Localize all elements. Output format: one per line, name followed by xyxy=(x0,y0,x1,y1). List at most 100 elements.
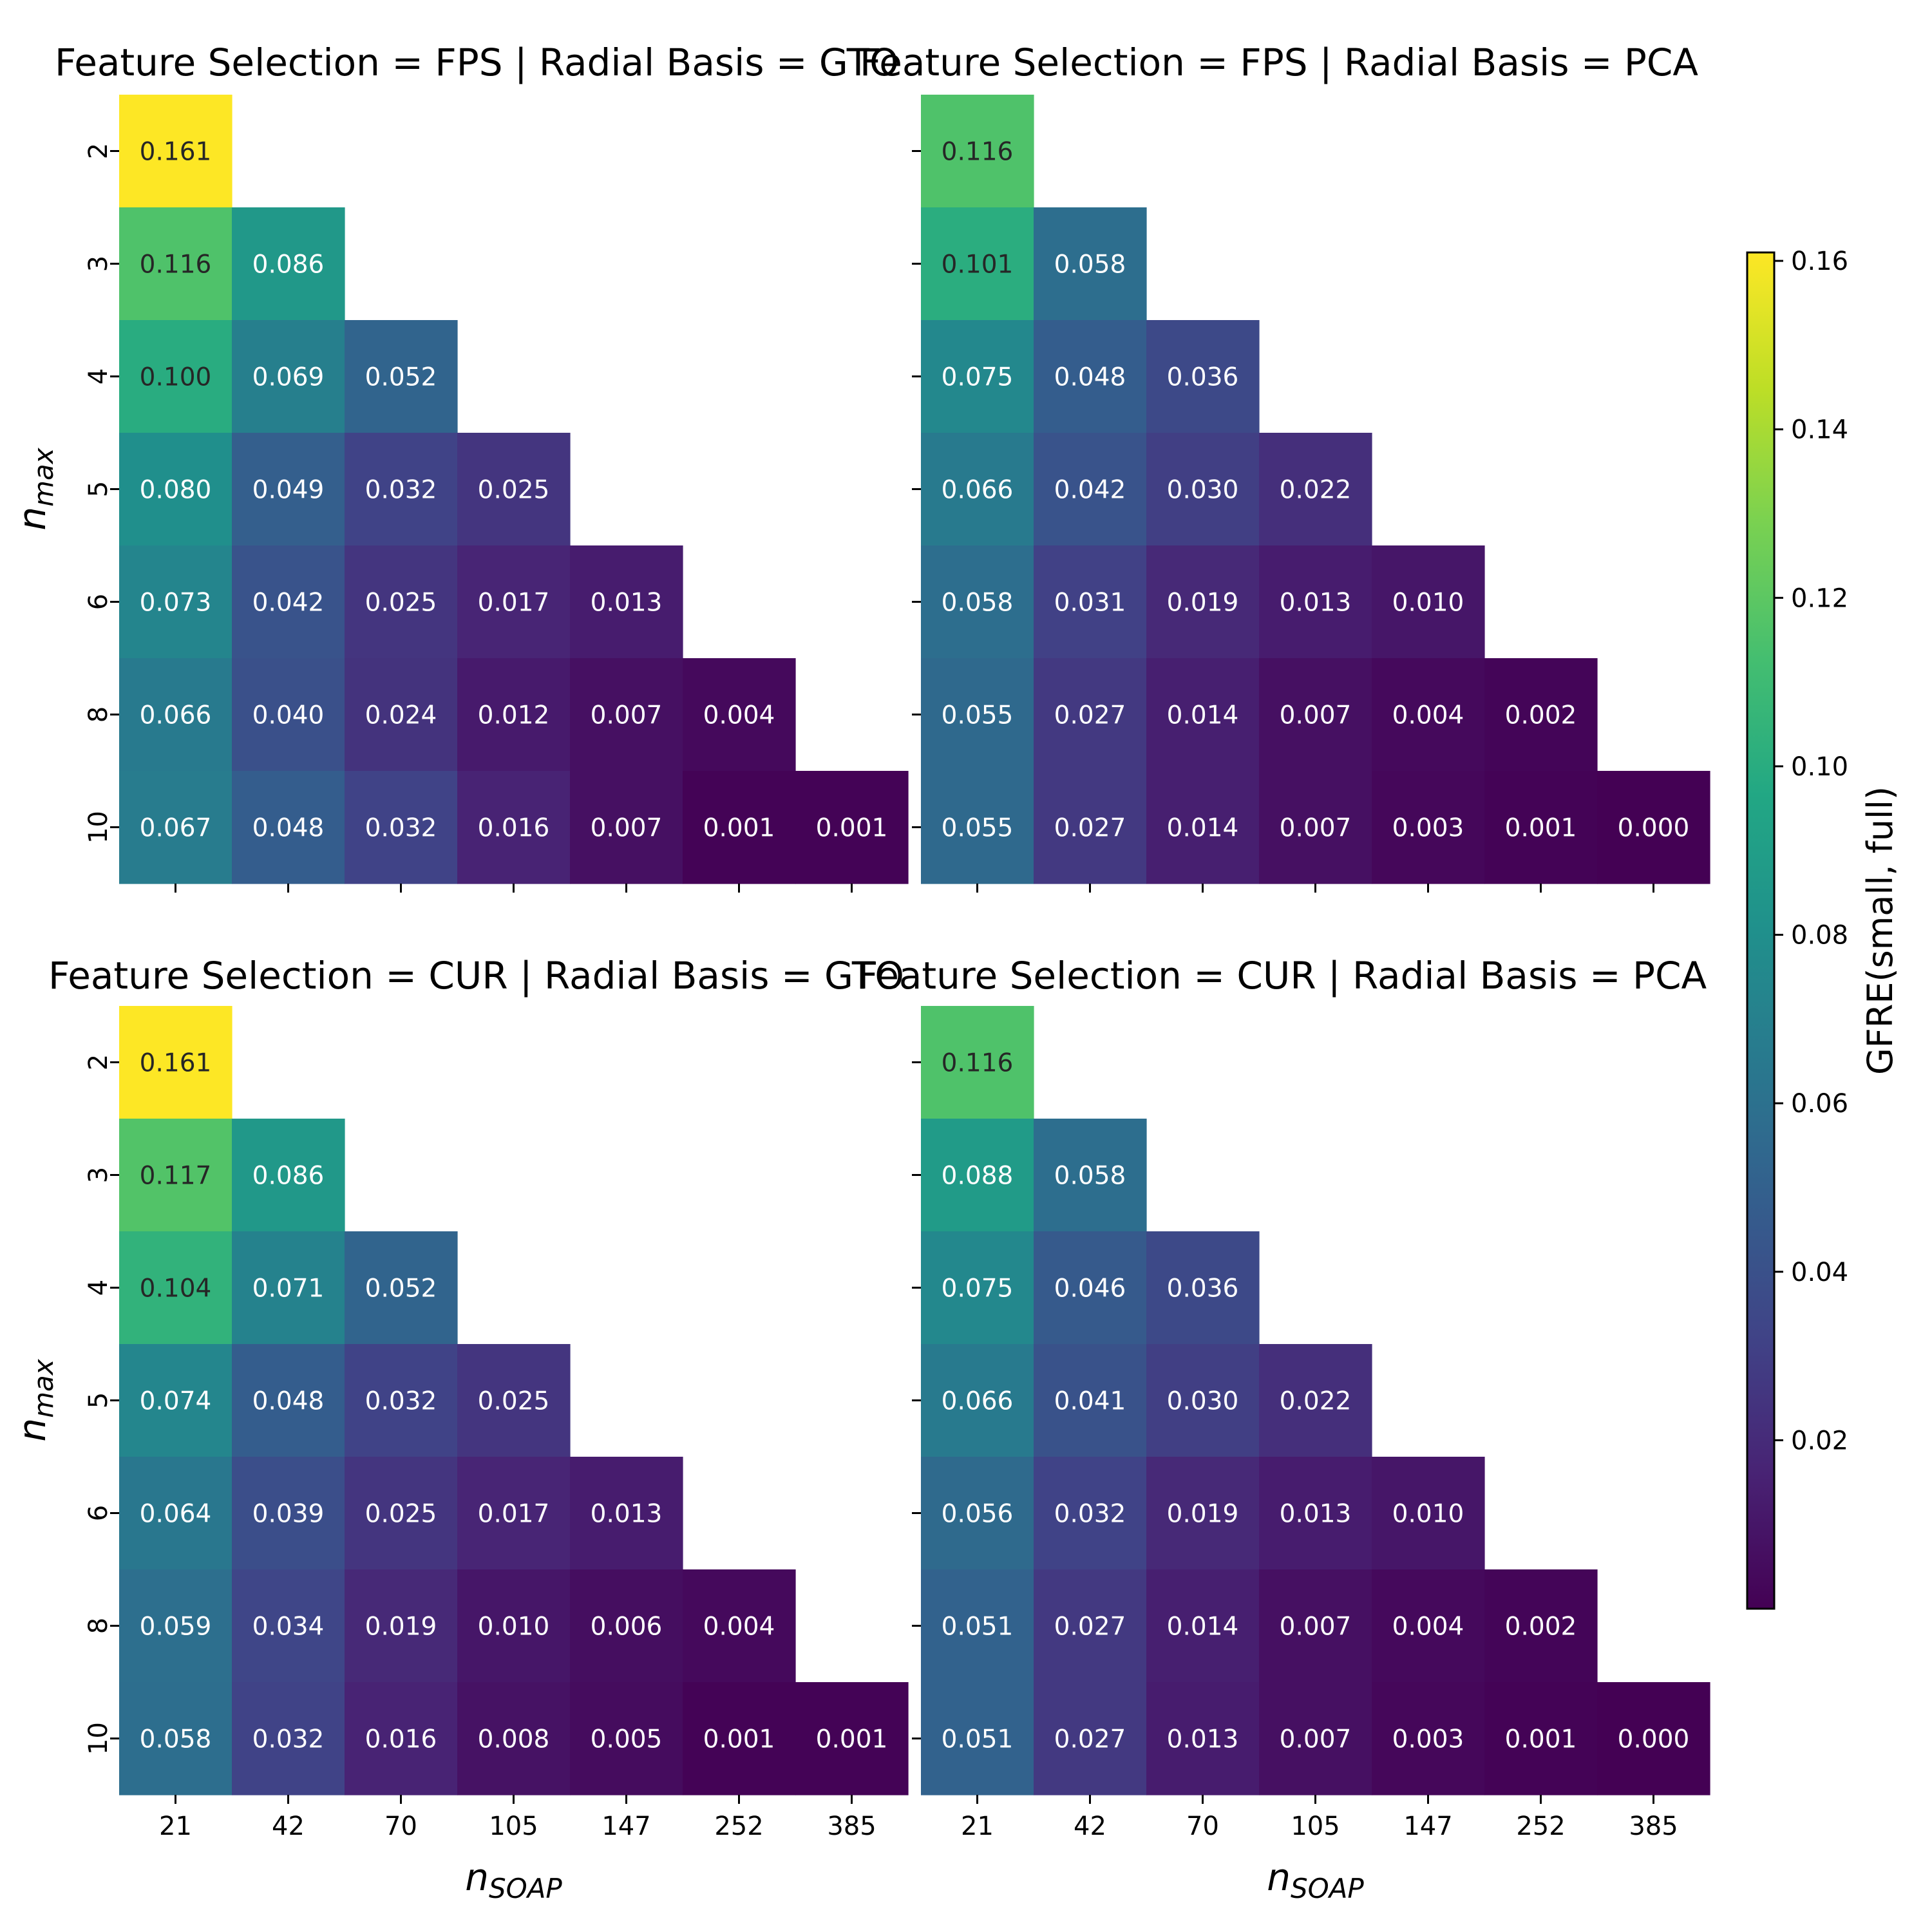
cell-value-label: 0.025 xyxy=(365,1500,437,1529)
heatmap-cell xyxy=(457,658,571,772)
heatmap-cell xyxy=(1146,1457,1260,1570)
heatmap-cell xyxy=(1034,1682,1147,1795)
heatmap-cell xyxy=(1597,771,1710,884)
colorbar: 0.02 0.04 0.06 0.08 0.10 0.12 0.14 0.16 GFRE(sma… xyxy=(1746,247,1900,1610)
cell-value-label: 0.086 xyxy=(252,1162,325,1191)
cell-value-label: 0.055 xyxy=(942,814,1014,843)
cell-value-label: 0.048 xyxy=(252,814,325,843)
colorbar-tick-label: 0.04 xyxy=(1791,1258,1848,1287)
heatmap-cell xyxy=(232,320,345,433)
cell-value-label: 0.007 xyxy=(1280,1725,1352,1754)
colorbar-gradient xyxy=(1746,251,1776,1610)
cell-value-label: 0.000 xyxy=(1618,1725,1690,1754)
heatmap-cell xyxy=(457,1569,571,1683)
cell-value-label: 0.086 xyxy=(252,251,325,279)
cell-value-label: 0.002 xyxy=(1505,701,1577,730)
heatmap-cell xyxy=(1372,545,1485,659)
cell-value-label: 0.031 xyxy=(1054,589,1126,618)
cell-value-label: 0.058 xyxy=(942,589,1014,618)
x-tick-label: 147 xyxy=(1403,1812,1452,1841)
cell-value-label: 0.013 xyxy=(591,589,663,618)
cell-value-label: 0.161 xyxy=(140,1049,212,1078)
cell-value-label: 0.022 xyxy=(1280,1387,1352,1416)
heatmap-panel-3: Feature Selection = CUR | Radial Basis =… xyxy=(10,954,909,1904)
y-tick-label: 4 xyxy=(84,368,113,384)
y-tick-label: 2 xyxy=(84,1054,113,1070)
cell-value-label: 0.051 xyxy=(942,1725,1014,1754)
heatmap-cell xyxy=(570,1569,683,1683)
cell-value-label: 0.025 xyxy=(478,476,550,505)
cell-value-label: 0.041 xyxy=(1054,1387,1126,1416)
heatmap-cell xyxy=(232,433,345,546)
colorbar-tick-label: 0.16 xyxy=(1791,247,1848,276)
heatmap-cell xyxy=(1484,1682,1598,1795)
x-tick-label: 252 xyxy=(714,1812,763,1841)
cell-value-label: 0.066 xyxy=(942,476,1014,505)
heatmap-cell xyxy=(570,771,683,884)
cell-value-label: 0.010 xyxy=(1392,1500,1464,1529)
heatmap-cell xyxy=(1259,433,1372,546)
colorbar-tick-label: 0.14 xyxy=(1791,415,1848,445)
cell-value-label: 0.012 xyxy=(478,701,550,730)
panel-title: Feature Selection = FPS | Radial Basis =… xyxy=(55,41,899,84)
cell-value-label: 0.030 xyxy=(1167,1387,1239,1416)
heatmap-cell xyxy=(119,1682,232,1795)
cell-value-label: 0.019 xyxy=(1167,589,1239,618)
heatmap-cell xyxy=(232,1457,345,1570)
cell-value-label: 0.001 xyxy=(1505,814,1577,843)
cell-value-label: 0.036 xyxy=(1167,363,1239,392)
y-axis-label: nmax xyxy=(10,1358,59,1441)
cell-value-label: 0.014 xyxy=(1167,814,1239,843)
cell-value-label: 0.027 xyxy=(1054,1725,1126,1754)
heatmap-cell xyxy=(119,545,232,659)
cell-value-label: 0.100 xyxy=(140,363,212,392)
heatmap-cell xyxy=(921,1682,1034,1795)
heatmap-cell xyxy=(119,1569,232,1683)
cell-value-label: 0.034 xyxy=(252,1613,325,1642)
heatmap-cell xyxy=(457,1344,571,1457)
heatmap-cell xyxy=(921,433,1034,546)
heatmap-cell xyxy=(232,1344,345,1457)
cell-value-label: 0.004 xyxy=(703,1613,775,1642)
y-tick-label: 3 xyxy=(84,1167,113,1183)
heatmap-cell xyxy=(683,658,796,772)
cell-value-label: 0.003 xyxy=(1392,814,1464,843)
cell-value-label: 0.055 xyxy=(942,701,1014,730)
x-tick-label: 105 xyxy=(489,1812,538,1841)
heatmap-cell xyxy=(1259,1569,1372,1683)
heatmap-cell xyxy=(1259,1344,1372,1457)
heatmap-cell xyxy=(1034,1457,1147,1570)
y-tick-label: 8 xyxy=(84,706,113,723)
cell-value-label: 0.025 xyxy=(365,589,437,618)
cell-value-label: 0.016 xyxy=(365,1725,437,1754)
heatmap-cell xyxy=(119,1457,232,1570)
heatmap-cell xyxy=(921,1119,1034,1232)
heatmap-cell xyxy=(921,1569,1034,1683)
x-tick-label: 70 xyxy=(1186,1812,1219,1841)
heatmap-cell xyxy=(1372,1457,1485,1570)
heatmap-cell xyxy=(1259,1682,1372,1795)
y-tick-label: 5 xyxy=(84,1392,113,1408)
cell-value-label: 0.059 xyxy=(140,1613,212,1642)
heatmap-cell xyxy=(1034,1569,1147,1683)
cell-value-label: 0.036 xyxy=(1167,1274,1239,1303)
heatmap-cell xyxy=(232,1119,345,1232)
cell-value-label: 0.052 xyxy=(365,1274,437,1303)
cell-value-label: 0.017 xyxy=(478,589,550,618)
cell-value-label: 0.007 xyxy=(591,814,663,843)
heatmap-cell xyxy=(921,545,1034,659)
heatmap-cell xyxy=(570,658,683,772)
heatmap-cell xyxy=(457,1457,571,1570)
cell-value-label: 0.040 xyxy=(252,701,325,730)
cell-value-label: 0.032 xyxy=(365,1387,437,1416)
heatmap-cell xyxy=(1259,1457,1372,1570)
y-tick-label: 10 xyxy=(84,811,113,844)
cell-value-label: 0.116 xyxy=(942,1049,1014,1078)
x-tick-label: 147 xyxy=(601,1812,650,1841)
cell-value-label: 0.007 xyxy=(591,701,663,730)
heatmap-cell xyxy=(1597,1682,1710,1795)
heatmap-cell xyxy=(232,771,345,884)
cell-value-label: 0.080 xyxy=(140,476,212,505)
cell-value-label: 0.058 xyxy=(140,1725,212,1754)
